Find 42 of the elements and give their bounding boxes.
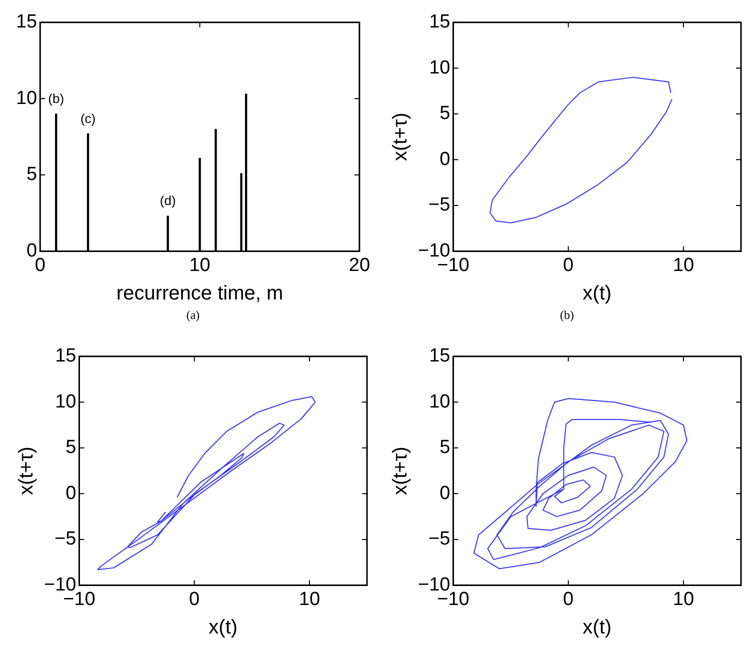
y-tick-label: 15: [429, 346, 450, 367]
y-tick-label: 15: [429, 12, 450, 33]
text: (b): [560, 308, 574, 323]
y-tick-label: −5: [428, 194, 450, 216]
x-tick-label: 0: [563, 588, 574, 610]
y-tick-label: 15: [16, 12, 38, 33]
y-tick-label: 0: [440, 482, 450, 504]
y-tick-label: 5: [440, 437, 450, 458]
y-tick-label: 5: [66, 437, 76, 458]
y-tick-label: −10: [418, 240, 450, 262]
y-tick-label: 10: [429, 391, 450, 412]
x-tick-label: 10: [298, 588, 320, 610]
x-tick-label: 10: [672, 588, 694, 610]
y-tick-label: 10: [16, 88, 38, 109]
text: (a): [186, 308, 200, 323]
x-tick-label: 0: [563, 254, 574, 276]
annotation: (b): [48, 91, 64, 106]
y-tick-label: 0: [26, 240, 38, 262]
x-axis-title: x(t): [582, 282, 612, 305]
x-axis-title: x(t): [582, 616, 612, 639]
y-axis-title: x(t+τ): [390, 446, 412, 496]
annotation: (d): [160, 193, 176, 208]
y-tick-label: −10: [418, 574, 450, 596]
x-axis-title: recurrence time, m: [116, 282, 284, 305]
y-tick-label: 0: [66, 482, 76, 504]
x-tick-label: 10: [189, 254, 210, 276]
x-tick-label: 0: [189, 588, 200, 610]
y-tick-label: −5: [54, 528, 76, 550]
x-tick-label: 10: [672, 254, 694, 276]
y-tick-label: 10: [429, 57, 450, 78]
y-axis-title: x(t+τ): [390, 112, 412, 162]
y-tick-label: 0: [440, 148, 450, 170]
y-tick-label: 5: [440, 103, 450, 124]
x-axis-title: x(t): [208, 616, 238, 639]
y-tick-label: −10: [44, 574, 76, 596]
y-tick-label: 5: [26, 164, 38, 186]
annotation: (c): [80, 110, 96, 126]
x-tick-label: 20: [348, 254, 370, 276]
y-tick-label: 10: [55, 391, 76, 412]
y-tick-label: 15: [55, 346, 76, 367]
y-tick-label: −5: [428, 528, 450, 550]
y-axis-title: x(t+τ): [16, 446, 38, 496]
